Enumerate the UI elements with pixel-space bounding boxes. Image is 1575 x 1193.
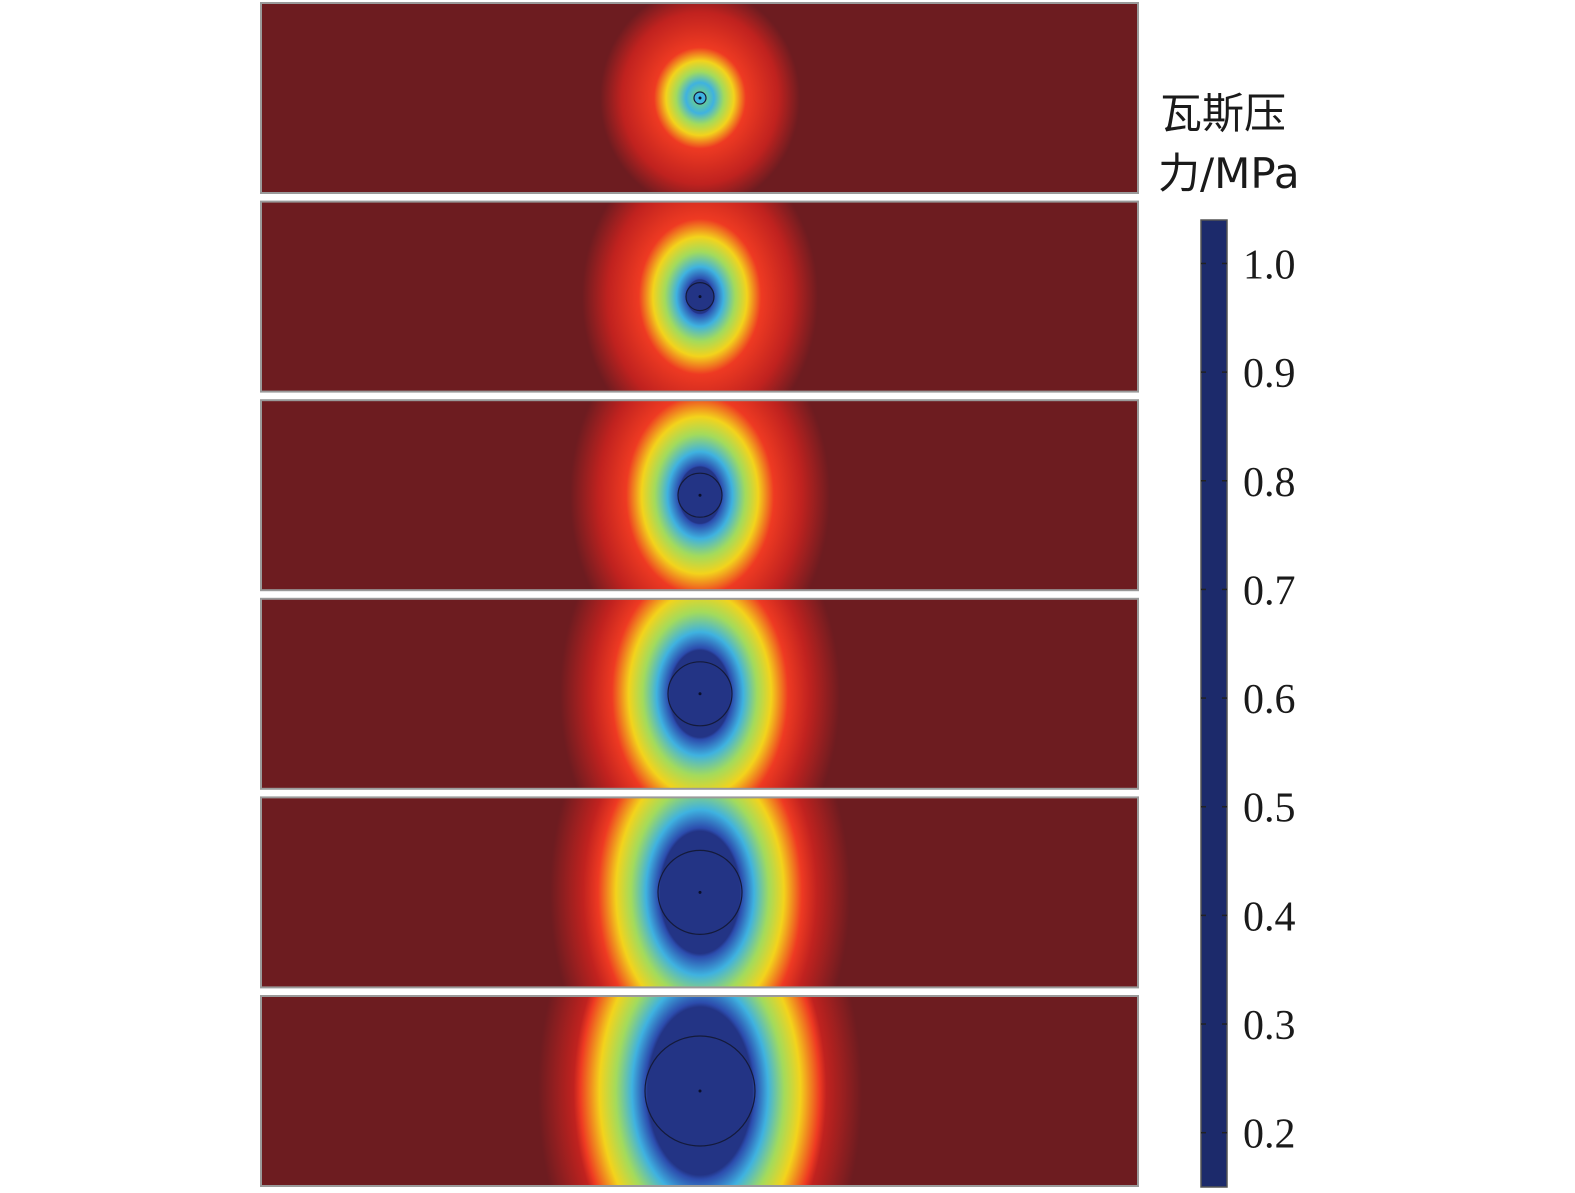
colorbar-title-line1: 瓦斯压 xyxy=(1160,89,1286,138)
borehole-zone-outline xyxy=(693,91,707,105)
borehole-center xyxy=(698,1089,702,1093)
colorbar-frame xyxy=(1200,219,1228,1188)
borehole-center xyxy=(698,295,702,299)
borehole-zone-outline xyxy=(644,1035,756,1147)
colorbar-tick-label: 0.4 xyxy=(1243,894,1296,940)
colorbar-tick-label: 0.9 xyxy=(1243,351,1296,397)
colorbar-tick-label: 0.3 xyxy=(1243,1003,1296,1049)
borehole-zone-outline xyxy=(657,849,743,936)
panel-1 xyxy=(261,3,1138,193)
borehole-center xyxy=(698,692,702,696)
borehole-center xyxy=(698,96,702,100)
colorbar-ticks: 1.0 0.9 0.8 0.7 0.6 0.5 0.4 0.3 0.2 xyxy=(1201,242,1296,1158)
borehole-center xyxy=(698,890,702,894)
colorbar-tick-label: 0.8 xyxy=(1243,460,1296,506)
borehole-zone-outline xyxy=(685,282,715,312)
colorbar-tick-label: 0.5 xyxy=(1243,786,1296,832)
colorbar-gradient xyxy=(1201,220,1227,1187)
colorbar-tick-label: 1.0 xyxy=(1243,242,1296,288)
panel-frame xyxy=(260,796,1139,989)
panel-4 xyxy=(261,598,1138,789)
borehole-zone-outline xyxy=(667,661,733,727)
panel-frame xyxy=(260,399,1139,592)
panel-frame xyxy=(260,2,1139,194)
simulation-panels xyxy=(260,2,1139,1187)
panel-6 xyxy=(261,996,1138,1186)
panel-2 xyxy=(261,201,1138,392)
colorbar-tick-label: 0.7 xyxy=(1243,568,1296,614)
colorbar-tick-label: 0.6 xyxy=(1243,677,1296,723)
borehole-center xyxy=(698,493,702,497)
panel-frame xyxy=(260,995,1139,1187)
panel-5 xyxy=(261,797,1138,988)
panel-3 xyxy=(261,400,1138,591)
colorbar-title-line2: 力/MPa xyxy=(1158,149,1300,198)
panel-frame xyxy=(260,597,1139,790)
colorbar-tick-label: 0.2 xyxy=(1243,1112,1296,1158)
panel-frame xyxy=(260,200,1139,393)
borehole-zone-outline xyxy=(677,472,723,518)
colorbar: 瓦斯压 力/MPa 1.0 0.9 0.8 0.7 0.6 0.5 0.4 0.3 0.2 xyxy=(1158,89,1300,1188)
